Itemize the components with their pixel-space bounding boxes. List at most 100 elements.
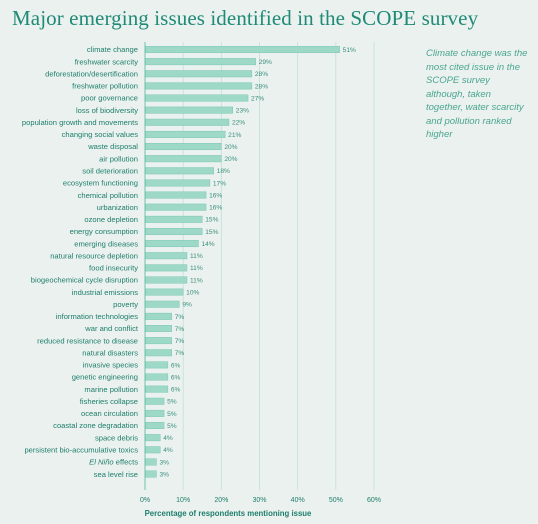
value-label: 6% <box>171 362 181 369</box>
bar <box>146 240 199 247</box>
category-label: soil deterioration <box>82 167 138 176</box>
value-label: 3% <box>159 459 169 466</box>
bar <box>146 422 165 429</box>
x-tick-label: 40% <box>291 497 305 504</box>
bar <box>146 386 168 393</box>
category-label: food insecurity <box>89 264 138 273</box>
value-label: 4% <box>163 435 173 442</box>
category-label: air pollution <box>99 154 138 163</box>
value-label: 7% <box>175 326 185 333</box>
value-label: 3% <box>159 471 169 478</box>
category-label: invasive species <box>83 361 138 370</box>
value-label: 7% <box>175 350 185 357</box>
category-label: fisheries collapse <box>80 397 138 406</box>
bar <box>146 46 340 53</box>
value-label: 14% <box>201 241 214 248</box>
category-label: poor governance <box>81 94 138 103</box>
value-label: 17% <box>213 180 226 187</box>
bar <box>146 337 172 344</box>
value-label: 20% <box>224 156 237 163</box>
category-label: chemical pollution <box>78 191 138 200</box>
category-label: persistent bio-accumulative toxics <box>24 445 138 454</box>
bar <box>146 398 165 405</box>
value-label: 5% <box>167 423 177 430</box>
x-tick-label: 60% <box>367 497 381 504</box>
category-label: ozone depletion <box>84 215 138 224</box>
value-label: 5% <box>167 411 177 418</box>
category-label: biogeochemical cycle disruption <box>31 276 138 285</box>
bar <box>146 325 172 332</box>
category-label: energy consumption <box>70 227 138 236</box>
x-axis-title: Percentage of respondents mentioning iss… <box>145 509 312 518</box>
bar <box>146 119 229 126</box>
value-label: 18% <box>217 168 230 175</box>
category-label: information technologies <box>56 312 139 321</box>
value-label: 27% <box>251 95 264 102</box>
bar <box>146 95 249 102</box>
category-label: natural disasters <box>82 348 138 357</box>
bar <box>146 168 214 175</box>
category-label: genetic engineering <box>72 373 138 382</box>
category-label: climate change <box>87 45 138 54</box>
bar <box>146 204 207 211</box>
bar <box>146 131 226 138</box>
category-label: changing social values <box>62 130 139 139</box>
category-label: freshwater scarcity <box>75 57 139 66</box>
value-label: 16% <box>209 205 222 212</box>
category-label: emerging diseases <box>74 239 138 248</box>
value-label: 4% <box>163 447 173 454</box>
bar <box>146 447 161 454</box>
category-label: El Niño effects <box>89 458 138 467</box>
bar <box>146 362 168 369</box>
x-tick-label: 10% <box>176 497 190 504</box>
category-label: deforestation/desertification <box>45 69 138 78</box>
bar <box>146 216 203 223</box>
bar <box>146 252 187 259</box>
bar <box>146 301 180 308</box>
category-label: freshwater pollution <box>72 82 138 91</box>
category-label: poverty <box>113 300 138 309</box>
category-label: loss of biodiversity <box>76 106 138 115</box>
value-label: 15% <box>205 229 218 236</box>
value-label: 6% <box>171 387 181 394</box>
value-label: 15% <box>205 217 218 224</box>
bar <box>146 228 203 235</box>
category-label: sea level rise <box>94 470 138 479</box>
bar <box>146 471 157 478</box>
bar <box>146 192 207 199</box>
x-tick-label: 50% <box>329 497 343 504</box>
bar <box>146 83 252 90</box>
value-label: 29% <box>259 59 272 66</box>
bar <box>146 374 168 381</box>
bar <box>146 434 161 441</box>
value-label: 20% <box>224 144 237 151</box>
value-label: 9% <box>182 302 192 309</box>
category-label: waste disposal <box>87 142 138 151</box>
bar <box>146 180 210 187</box>
value-label: 7% <box>175 338 185 345</box>
value-label: 16% <box>209 192 222 199</box>
value-label: 28% <box>255 71 268 78</box>
bar <box>146 71 252 78</box>
value-label: 7% <box>175 314 185 321</box>
bar <box>146 289 184 296</box>
value-label: 22% <box>232 120 245 127</box>
category-label: natural resource depletion <box>50 251 138 260</box>
bar <box>146 459 157 466</box>
x-tick-label: 0% <box>140 497 150 504</box>
value-label: 51% <box>343 47 356 54</box>
value-label: 11% <box>190 253 203 260</box>
x-tick-label: 20% <box>214 497 228 504</box>
bar <box>146 410 165 417</box>
category-label: industrial emissions <box>72 288 138 297</box>
bar <box>146 155 222 162</box>
bar <box>146 350 172 357</box>
category-label: war and conflict <box>84 324 139 333</box>
value-label: 11% <box>190 277 203 284</box>
x-tick-label: 30% <box>253 497 267 504</box>
value-label: 11% <box>190 265 203 272</box>
bar <box>146 143 222 150</box>
category-label: population growth and movements <box>22 118 138 127</box>
category-label: reduced resistance to disease <box>37 336 138 345</box>
